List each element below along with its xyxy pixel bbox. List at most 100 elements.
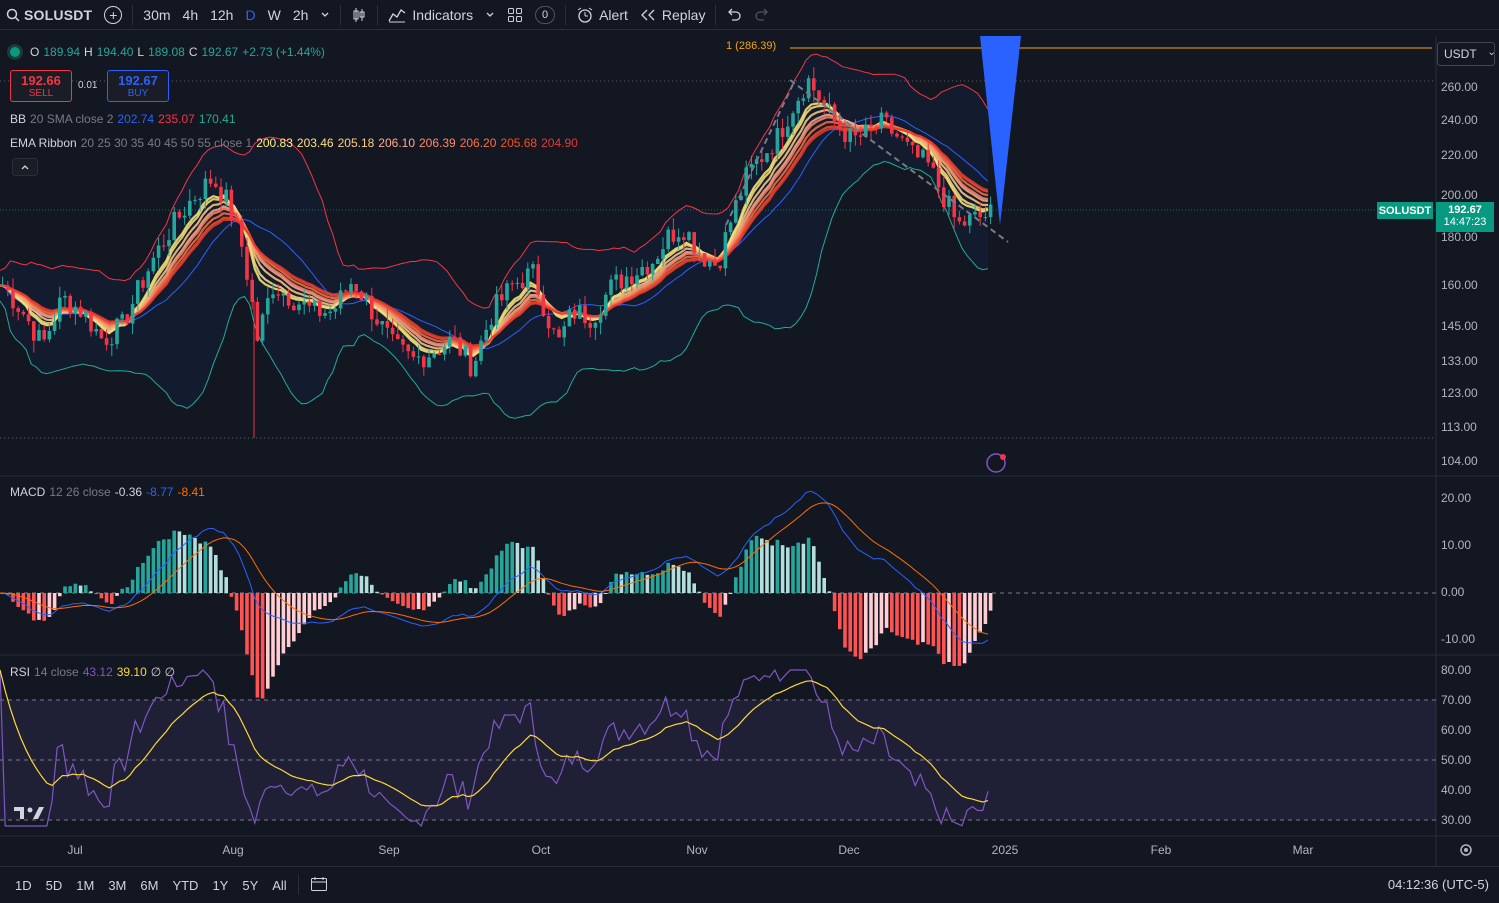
bb-params: 20 SMA close 2	[30, 112, 114, 126]
candle-body	[401, 339, 405, 345]
macd-histogram-bar	[801, 543, 806, 593]
redo-button[interactable]	[748, 0, 776, 30]
interval-2h[interactable]: 2h	[292, 6, 309, 23]
macd-histogram-bar	[708, 593, 712, 608]
candle-body	[718, 265, 722, 269]
candle-body	[156, 245, 161, 258]
macd-histogram-bar	[198, 543, 202, 593]
notification-dot-icon	[1000, 454, 1006, 460]
macd-histogram-bar	[838, 593, 842, 630]
macd-histogram-bar	[614, 573, 618, 593]
macd-histogram-bar	[858, 593, 863, 660]
macd-histogram-bar	[432, 593, 436, 602]
buy-button[interactable]: 192.67 BUY	[107, 70, 169, 102]
candle-body	[297, 304, 301, 311]
replay-button[interactable]: Replay	[634, 0, 712, 30]
candle-body	[546, 315, 551, 329]
macd-histogram-bar	[552, 593, 556, 606]
interval-d[interactable]: D	[245, 6, 256, 23]
range-3m[interactable]: 3M	[108, 877, 127, 893]
currency-select[interactable]: USDT	[1437, 42, 1495, 66]
candle-body	[864, 124, 868, 137]
range-6m[interactable]: 6M	[140, 877, 159, 893]
macd-histogram-bar	[760, 538, 764, 593]
range-5y[interactable]: 5Y	[242, 877, 259, 893]
layouts-count[interactable]: 0	[529, 0, 561, 30]
bb-basis: 202.74	[117, 112, 155, 126]
candle-body	[229, 189, 234, 221]
chart-type-button[interactable]	[345, 0, 373, 30]
candle-body	[671, 229, 676, 242]
undo-button[interactable]	[720, 0, 748, 30]
candle-body	[390, 327, 395, 335]
buy-price: 192.67	[118, 73, 158, 88]
rsi-ma: 39.10	[116, 665, 147, 679]
interval-dropdown[interactable]	[314, 0, 336, 30]
interval-12h[interactable]: 12h	[210, 6, 234, 23]
macd-legend[interactable]: MACD 12 26 close -0.36 -8.77 -8.41	[10, 485, 205, 499]
macd-histogram-bar	[276, 593, 280, 666]
bb-legend[interactable]: BB 20 SMA close 2 202.74 235.07 170.41	[10, 112, 236, 126]
indicators-dropdown[interactable]	[479, 0, 501, 30]
candle-body	[162, 245, 166, 247]
interval-4h[interactable]: 4h	[182, 6, 199, 23]
interval-30m[interactable]: 30m	[143, 6, 171, 23]
macd-histogram-bar	[375, 591, 379, 593]
candle-body	[21, 311, 26, 315]
settings-gear-icon	[1460, 844, 1472, 856]
live-dot-icon	[10, 47, 20, 57]
rsi-legend[interactable]: RSI 14 close 43.12 39.10 ∅ ∅	[10, 665, 175, 679]
macd-histogram-bar	[526, 546, 530, 593]
sell-price: 192.66	[21, 73, 61, 88]
symbol-search[interactable]: SOLUSDT	[0, 0, 98, 30]
macd-histogram-bar	[250, 593, 254, 676]
ema-ribbon-legend[interactable]: EMA Ribbon 20 25 30 35 40 45 50 55 close…	[10, 136, 578, 150]
range-1y[interactable]: 1Y	[212, 877, 229, 893]
candle-body	[874, 126, 878, 129]
clock[interactable]: 04:12:36 (UTC-5)	[1387, 877, 1489, 892]
drawings[interactable]	[725, 36, 1432, 473]
settings-gear-center-icon	[1464, 848, 1468, 852]
macd-histogram-bar	[609, 581, 613, 593]
macd-histogram-bar	[739, 566, 743, 593]
range-5d[interactable]: 5D	[45, 877, 63, 893]
macd-histogram-bar	[115, 593, 119, 596]
candle-body	[250, 279, 254, 302]
range-1m[interactable]: 1M	[76, 877, 95, 893]
rsi-axis-label: 40.00	[1441, 783, 1471, 797]
target-line-label[interactable]: 1 (286.39)	[726, 40, 777, 52]
indicators-button[interactable]: Indicators	[382, 0, 479, 30]
macd-histogram-bar	[744, 549, 748, 593]
macd-histogram-bar	[78, 585, 83, 593]
macd-histogram-bar	[723, 593, 728, 605]
macd-histogram-bar	[370, 584, 374, 593]
macd-histogram-bar	[52, 593, 57, 610]
macd-histogram-bar	[385, 593, 390, 598]
candle-body	[884, 112, 889, 118]
price-axis-label: 133.00	[1441, 354, 1478, 368]
candle-body	[853, 128, 858, 136]
layouts-button[interactable]	[501, 0, 529, 30]
collapse-legend-button[interactable]	[12, 158, 38, 176]
separator	[715, 4, 717, 25]
tradingview-logo-icon	[14, 807, 44, 819]
chart-canvas[interactable]: 260.00 240.00 220.00 200.00 180.00 160.00 145.…	[0, 0, 1499, 866]
candle-body	[890, 117, 894, 134]
range-ytd[interactable]: YTD	[172, 877, 199, 893]
rsi-params: 14 close	[34, 665, 79, 679]
macd-histogram-bar	[645, 574, 650, 593]
alert-button[interactable]: Alert	[570, 0, 634, 30]
axes: 260.00 240.00 220.00 200.00 180.00 160.00 145.…	[67, 80, 1478, 857]
macd-histogram-bar	[364, 576, 369, 593]
compare-symbol-button[interactable]: +	[98, 0, 128, 30]
chevron-up-icon	[21, 165, 29, 170]
go-to-date-button[interactable]	[303, 876, 335, 895]
candle-body	[609, 279, 613, 295]
macd-signal: -8.41	[177, 485, 205, 499]
range-all[interactable]: All	[272, 877, 287, 893]
sell-button[interactable]: 192.66 SELL	[10, 70, 72, 102]
interval-w[interactable]: W	[267, 6, 281, 23]
range-1d[interactable]: 1D	[15, 877, 32, 893]
candle-body	[328, 311, 332, 314]
candle-body	[442, 346, 447, 355]
